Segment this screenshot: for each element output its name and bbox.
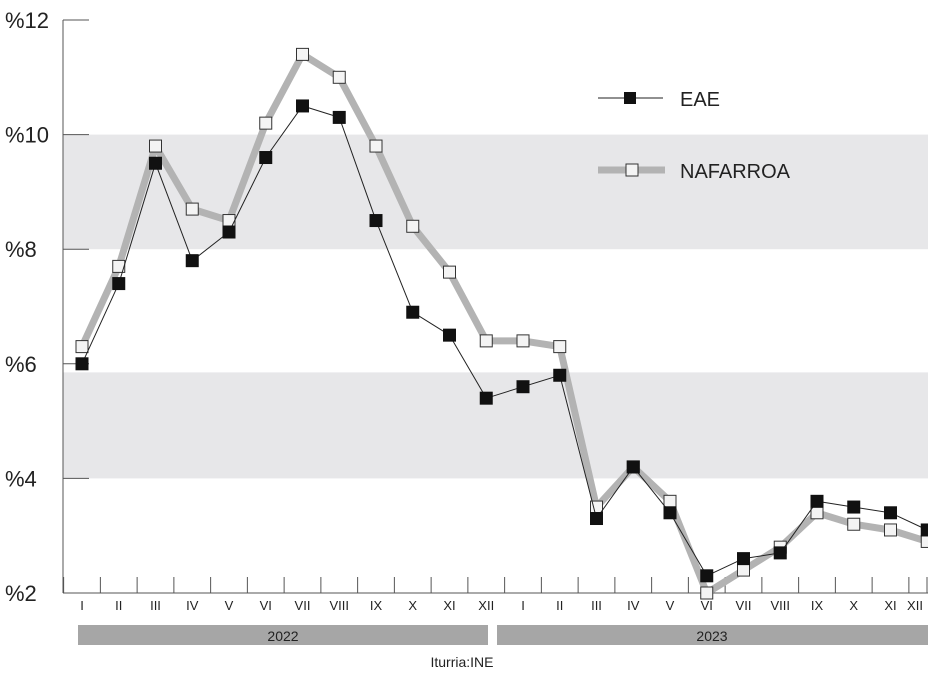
x-tick-label: VIII [770,598,790,613]
x-tick-label: VI [701,598,713,613]
nafarroa-point [185,202,199,216]
eae-point [112,277,126,291]
shaded-bands [63,134,928,479]
x-tick-label: IX [370,598,383,613]
eae-point [553,368,567,382]
nafarroa-point [75,340,89,354]
eae-point [443,328,456,342]
x-tick-label: II [115,598,122,613]
nafarroa-point [332,70,346,84]
nafarroa-point [884,523,897,537]
nafarroa-point [737,563,750,577]
x-tick-label: I [80,598,84,613]
x-tick-label: VII [295,598,311,613]
x-axis-ticks: I II III IV V VI VII VIII IX X XI XII I II III IV V VI VII… [63,577,928,613]
nafarroa-point [479,334,493,348]
eae-point [847,500,861,514]
legend-eae-marker [624,92,636,104]
x-tick-label: IV [627,598,640,613]
eae-point [884,506,897,520]
y-tick-label: %6 [5,352,37,377]
nafarroa-point [553,340,567,354]
legend-nafarroa-label: NAFARROA [680,161,791,183]
nafarroa-point [369,139,383,153]
nafarroa-point [663,494,677,508]
x-tick-label: V [666,598,675,613]
legend-eae-label: EAE [680,89,720,111]
x-tick-label: IX [811,598,824,613]
year-label-2022: 2022 [267,628,298,644]
nafarroa-point [700,586,714,600]
nafarroa-point [222,214,236,228]
nafarroa-point [112,259,126,273]
eae-point [920,523,928,537]
eae-point [773,546,787,560]
x-tick-label: X [849,598,858,613]
series-eae [75,99,928,583]
eae-point [626,460,640,474]
x-tick-label: III [591,598,602,613]
x-tick-label: VIII [329,598,349,613]
y-tick-label: %2 [5,581,37,606]
series-nafarroa [75,47,928,600]
x-tick-label: II [556,598,563,613]
eae-point [75,357,89,371]
y-tick-label: %12 [5,8,49,33]
eae-point [663,506,677,520]
x-tick-label: XI [443,598,455,613]
y-axis-ticks: %2 %4 %6 %8 %10 %12 [5,8,89,606]
eae-point [332,110,346,124]
eae-point [406,305,420,319]
year-bars: 2022 2023 [78,625,928,645]
x-tick-label: IV [186,598,199,613]
x-tick-label: XII [907,598,923,613]
y-tick-label: %4 [5,466,37,491]
x-tick-label: VI [260,598,272,613]
eae-point [185,254,199,268]
nafarroa-point [810,506,824,520]
nafarroa-point [443,265,456,279]
eae-point [222,225,236,239]
legend: EAE NAFARROA [598,89,791,183]
nafarroa-point [920,534,928,548]
eae-point [296,99,309,113]
y-tick-label: %8 [5,237,37,262]
x-tick-label: VII [736,598,752,613]
legend-nafarroa-marker [625,163,639,177]
x-tick-label: III [150,598,161,613]
eae-point [369,214,383,228]
eae-point [516,380,530,394]
x-tick-label: X [408,598,417,613]
x-tick-label: V [225,598,234,613]
y-tick-label: %10 [5,123,49,148]
eae-point [737,552,750,566]
axes [62,20,928,594]
nafarroa-point [516,334,530,348]
source-label: Iturria:INE [430,654,493,670]
eae-point [479,391,493,405]
nafarroa-point [406,219,420,233]
shaded-band-1 [63,134,928,250]
year-label-2023: 2023 [696,628,727,644]
eae-point [149,156,162,170]
eae-point [590,512,603,526]
eae-point [700,569,714,583]
eae-point [810,494,824,508]
nafarroa-point [847,517,861,531]
nafarroa-point [149,139,162,153]
x-tick-label: I [521,598,525,613]
x-tick-label: XII [478,598,494,613]
nafarroa-point [296,47,309,61]
x-tick-label: XI [884,598,896,613]
year-bar-2022 [78,625,488,645]
shaded-band-0 [63,372,928,479]
eae-point [259,151,273,165]
year-bar-2023 [497,625,928,645]
nafarroa-point [259,116,273,130]
